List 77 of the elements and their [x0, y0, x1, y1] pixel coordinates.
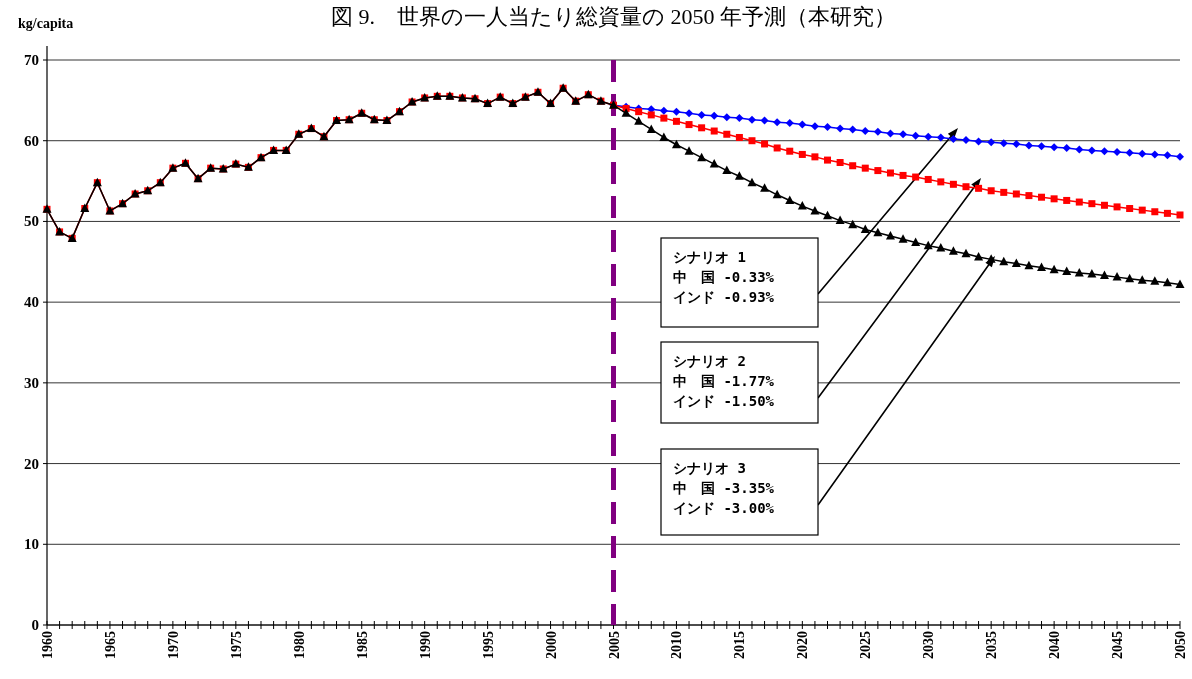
- point: [1024, 141, 1033, 150]
- x-tick-label: 2045: [1110, 631, 1126, 659]
- x-tick-label: 2030: [921, 631, 937, 659]
- chart-title: 図 9. 世界の一人当たり総資量の 2050 年予測（本研究）: [331, 4, 896, 29]
- point: [747, 115, 756, 124]
- x-tick-label: 1965: [102, 631, 118, 659]
- x-tick-label: 1990: [417, 631, 433, 659]
- x-tick-label: 1980: [291, 631, 307, 659]
- point: [974, 137, 983, 146]
- point: [911, 131, 920, 140]
- y-tick-label: 20: [24, 455, 39, 472]
- x-tick-label: 2040: [1047, 631, 1063, 659]
- point: [1150, 150, 1159, 159]
- annotation: シナリオ 1 中 国 -0.33% インド -0.93%: [673, 249, 775, 305]
- x-tick-label: 2015: [732, 631, 748, 659]
- point: [861, 127, 870, 136]
- x-tick-label: 2035: [984, 631, 1000, 659]
- point: [1100, 147, 1109, 156]
- point: [1176, 152, 1184, 161]
- point: [1113, 148, 1122, 157]
- x-tick-label: 1960: [40, 631, 55, 659]
- annotation: シナリオ 2 中 国 -1.77% インド -1.50%: [660, 341, 819, 424]
- point: [1037, 142, 1046, 151]
- annotation: シナリオ 3 中 国 -3.35% インド -3.00%: [660, 448, 819, 536]
- x-tick-label: 2025: [858, 631, 874, 659]
- annotation: シナリオ 2 中 国 -1.77% インド -1.50%: [673, 353, 775, 409]
- x-tick-label: 2010: [669, 631, 685, 659]
- point: [798, 120, 807, 129]
- x-tick-label: 1995: [480, 631, 496, 659]
- point: [773, 118, 782, 127]
- point: [1062, 143, 1071, 152]
- point: [1050, 143, 1059, 152]
- point: [810, 122, 819, 131]
- y-tick-label: 10: [24, 536, 39, 553]
- point: [987, 138, 996, 147]
- y-tick-label: 70: [24, 52, 39, 68]
- point: [848, 125, 857, 134]
- y-axis-title: kg/capita: [18, 16, 74, 31]
- y-tick-label: 0: [31, 617, 39, 633]
- point: [961, 135, 970, 144]
- point: [899, 130, 908, 139]
- x-tick-label: 1970: [165, 631, 181, 659]
- point: [1125, 148, 1134, 157]
- point: [735, 114, 744, 123]
- annotation: シナリオ 1 中 国 -0.33% インド -0.93%: [660, 237, 819, 328]
- x-tick-label: 2005: [606, 631, 622, 659]
- x-tick-label: 1985: [354, 631, 370, 659]
- point: [924, 132, 933, 141]
- y-tick-label: 60: [24, 132, 39, 149]
- point: [697, 110, 706, 119]
- point: [949, 135, 958, 144]
- point: [836, 124, 845, 133]
- point: [823, 122, 832, 131]
- point: [1012, 139, 1021, 148]
- point: [999, 139, 1008, 148]
- x-tick-label: 2050: [1173, 631, 1188, 659]
- y-tick-label: 40: [24, 294, 39, 311]
- x-tick-label: 2000: [543, 631, 559, 659]
- x-tick-label: 1975: [228, 631, 244, 659]
- annotation: シナリオ 3 中 国 -3.35% インド -3.00%: [673, 460, 775, 516]
- point: [1075, 145, 1084, 154]
- point: [886, 129, 895, 138]
- point: [1087, 146, 1096, 155]
- point: [685, 109, 694, 118]
- x-tick-label: 2020: [795, 631, 811, 659]
- point: [710, 111, 719, 120]
- y-tick-label: 30: [24, 374, 39, 391]
- y-tick-label: 50: [24, 213, 39, 230]
- point: [672, 107, 681, 116]
- point: [722, 113, 731, 122]
- point: [1138, 149, 1147, 158]
- point: [1163, 151, 1172, 160]
- point: [873, 127, 882, 136]
- point: [936, 133, 945, 142]
- point: [659, 106, 668, 115]
- point: [785, 118, 794, 127]
- point: [760, 116, 769, 125]
